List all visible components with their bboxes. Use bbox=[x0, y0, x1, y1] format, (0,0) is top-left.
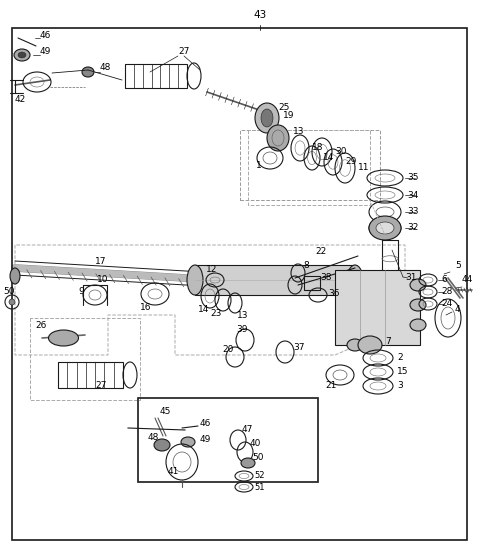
Ellipse shape bbox=[9, 299, 15, 305]
Text: 23: 23 bbox=[210, 309, 221, 318]
Ellipse shape bbox=[154, 439, 170, 451]
Ellipse shape bbox=[360, 338, 380, 352]
Text: 34: 34 bbox=[407, 190, 419, 200]
Text: 28: 28 bbox=[441, 287, 452, 296]
Text: 27: 27 bbox=[95, 381, 107, 389]
Ellipse shape bbox=[369, 216, 401, 240]
Text: 44: 44 bbox=[462, 276, 473, 285]
Ellipse shape bbox=[410, 299, 426, 311]
Bar bbox=[335, 270, 420, 345]
Text: 29: 29 bbox=[345, 157, 356, 166]
Text: 52: 52 bbox=[254, 472, 264, 480]
Ellipse shape bbox=[410, 319, 426, 331]
Ellipse shape bbox=[181, 437, 195, 447]
Text: 26: 26 bbox=[35, 320, 47, 330]
Text: 43: 43 bbox=[253, 10, 266, 20]
Bar bbox=[125, 64, 187, 88]
Ellipse shape bbox=[82, 67, 94, 77]
Text: 48: 48 bbox=[100, 64, 111, 73]
Text: 18: 18 bbox=[312, 143, 324, 152]
Text: 14: 14 bbox=[198, 305, 209, 315]
Text: 11: 11 bbox=[358, 163, 370, 172]
Bar bbox=[240, 130, 380, 200]
Text: 25: 25 bbox=[278, 103, 289, 112]
Ellipse shape bbox=[241, 458, 255, 468]
Text: 32: 32 bbox=[407, 224, 419, 233]
Text: 10: 10 bbox=[97, 276, 108, 285]
Text: 42: 42 bbox=[15, 95, 26, 104]
Text: 2: 2 bbox=[397, 354, 403, 363]
Text: 13: 13 bbox=[293, 127, 304, 137]
Text: 8: 8 bbox=[303, 261, 309, 270]
Text: 41: 41 bbox=[168, 468, 180, 477]
Text: 21: 21 bbox=[325, 381, 336, 389]
Text: 27: 27 bbox=[178, 47, 190, 56]
Text: 6: 6 bbox=[441, 276, 447, 285]
Ellipse shape bbox=[14, 49, 30, 61]
Text: 33: 33 bbox=[407, 208, 419, 217]
Ellipse shape bbox=[347, 265, 363, 295]
Bar bbox=[195, 265, 355, 295]
Text: 19: 19 bbox=[283, 110, 295, 119]
Text: 40: 40 bbox=[250, 439, 262, 448]
Text: 39: 39 bbox=[236, 325, 248, 334]
Text: 37: 37 bbox=[293, 344, 304, 353]
Text: 14: 14 bbox=[323, 153, 335, 162]
Text: 4: 4 bbox=[455, 305, 461, 315]
Text: 31: 31 bbox=[405, 273, 417, 282]
Bar bbox=[138, 398, 318, 482]
Bar bbox=[304, 276, 320, 290]
Ellipse shape bbox=[255, 103, 279, 133]
Text: 1: 1 bbox=[256, 161, 262, 170]
Text: 9: 9 bbox=[78, 287, 84, 296]
Text: 22: 22 bbox=[315, 248, 326, 257]
Text: 47: 47 bbox=[242, 426, 253, 435]
Ellipse shape bbox=[358, 336, 382, 354]
Text: 20: 20 bbox=[222, 345, 233, 354]
Text: 15: 15 bbox=[397, 368, 408, 377]
Text: 50: 50 bbox=[252, 453, 264, 461]
Text: 13: 13 bbox=[237, 310, 249, 320]
Ellipse shape bbox=[261, 109, 273, 127]
Text: 46: 46 bbox=[200, 420, 211, 429]
Ellipse shape bbox=[267, 125, 289, 151]
Text: 48: 48 bbox=[148, 432, 159, 441]
Text: 51: 51 bbox=[254, 483, 264, 492]
Text: 38: 38 bbox=[320, 273, 332, 282]
Ellipse shape bbox=[376, 222, 394, 234]
Bar bbox=[240, 130, 380, 200]
Ellipse shape bbox=[48, 330, 79, 346]
Text: 7: 7 bbox=[385, 338, 391, 347]
Text: 36: 36 bbox=[328, 288, 339, 297]
Text: 5: 5 bbox=[455, 261, 461, 270]
Text: 45: 45 bbox=[160, 407, 171, 416]
Text: 35: 35 bbox=[407, 174, 419, 182]
Text: 17: 17 bbox=[95, 257, 107, 267]
Text: 24: 24 bbox=[441, 300, 452, 309]
Bar bbox=[58, 362, 123, 388]
Text: 46: 46 bbox=[40, 31, 51, 40]
Text: 50: 50 bbox=[3, 287, 14, 296]
Ellipse shape bbox=[347, 339, 363, 351]
Text: 30: 30 bbox=[335, 147, 347, 156]
Text: 49: 49 bbox=[200, 435, 211, 445]
Text: 3: 3 bbox=[397, 382, 403, 391]
Ellipse shape bbox=[410, 279, 426, 291]
Ellipse shape bbox=[18, 52, 26, 58]
Ellipse shape bbox=[187, 265, 203, 295]
Text: 12: 12 bbox=[206, 266, 217, 275]
Text: 49: 49 bbox=[40, 47, 51, 56]
Text: 16: 16 bbox=[140, 304, 152, 312]
Ellipse shape bbox=[10, 268, 20, 284]
